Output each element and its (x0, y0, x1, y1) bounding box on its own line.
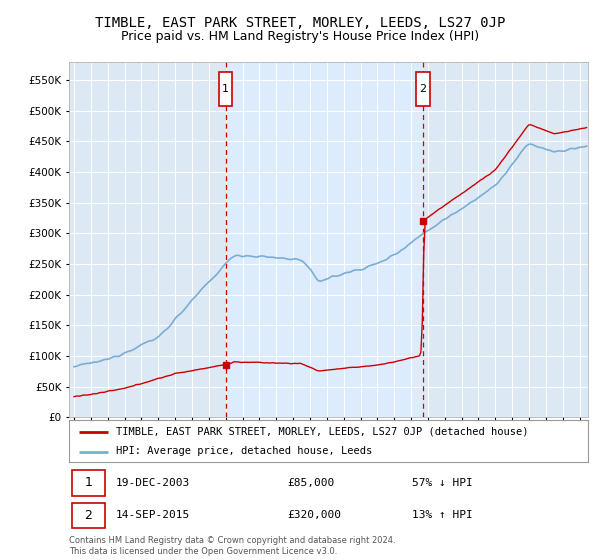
Bar (226, 62, 423, 417)
FancyBboxPatch shape (219, 72, 232, 106)
Text: 13% ↑ HPI: 13% ↑ HPI (412, 511, 472, 520)
Text: 19-DEC-2003: 19-DEC-2003 (116, 478, 190, 488)
Text: 2: 2 (419, 84, 427, 94)
FancyBboxPatch shape (71, 470, 106, 496)
Text: 2: 2 (84, 509, 92, 522)
Text: TIMBLE, EAST PARK STREET, MORLEY, LEEDS, LS27 0JP: TIMBLE, EAST PARK STREET, MORLEY, LEEDS,… (95, 16, 505, 30)
FancyBboxPatch shape (416, 72, 430, 106)
Text: £85,000: £85,000 (287, 478, 334, 488)
Text: 57% ↓ HPI: 57% ↓ HPI (412, 478, 472, 488)
Text: 1: 1 (222, 84, 229, 94)
Text: 14-SEP-2015: 14-SEP-2015 (116, 511, 190, 520)
Text: £320,000: £320,000 (287, 511, 341, 520)
Text: Price paid vs. HM Land Registry's House Price Index (HPI): Price paid vs. HM Land Registry's House … (121, 30, 479, 43)
Text: Contains HM Land Registry data © Crown copyright and database right 2024.
This d: Contains HM Land Registry data © Crown c… (69, 536, 395, 556)
Text: HPI: Average price, detached house, Leeds: HPI: Average price, detached house, Leed… (116, 446, 372, 456)
Text: TIMBLE, EAST PARK STREET, MORLEY, LEEDS, LS27 0JP (detached house): TIMBLE, EAST PARK STREET, MORLEY, LEEDS,… (116, 427, 528, 437)
FancyBboxPatch shape (71, 502, 106, 529)
Text: 1: 1 (84, 477, 92, 489)
